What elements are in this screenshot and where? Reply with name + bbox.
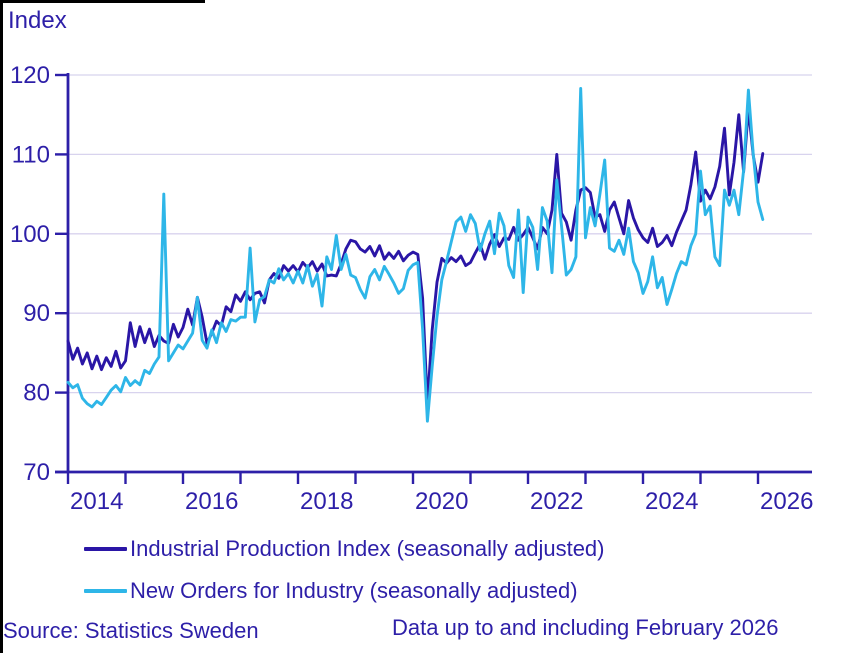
ipi-line <box>66 106 765 406</box>
x-tick-label: 2014 <box>70 488 123 515</box>
x-tick-label: 2024 <box>645 488 698 515</box>
y-tick-label: 100 <box>10 221 50 248</box>
y-tick-label: 120 <box>10 62 50 89</box>
top-border <box>0 0 205 3</box>
data-coverage-caption: Data up to and including February 2026 <box>392 615 779 640</box>
y-tick-label: 90 <box>23 300 50 327</box>
orders-legend-label: New Orders for Industry (seasonally adju… <box>130 578 578 603</box>
source-caption: Source: Statistics Sweden <box>3 618 259 643</box>
ipi-line-swatch <box>84 547 127 551</box>
legend-item-ipi: Industrial Production Index (seasonally … <box>84 534 605 564</box>
x-tick-label: 2022 <box>530 488 583 515</box>
orders-line-swatch <box>84 589 127 593</box>
y-axis-title: Index <box>8 7 67 34</box>
orders-line <box>66 87 765 423</box>
legend-item-orders: New Orders for Industry (seasonally adju… <box>84 576 605 606</box>
legend: Industrial Production Index (seasonally … <box>84 534 605 618</box>
x-tick-label: 2016 <box>185 488 238 515</box>
x-tick-label: 2020 <box>415 488 468 515</box>
y-tick-label: 80 <box>23 380 50 407</box>
ipi-legend-label: Industrial Production Index (seasonally … <box>130 536 605 561</box>
left-border <box>0 0 3 653</box>
x-tick-label: 2026 <box>760 488 813 515</box>
y-tick-label: 110 <box>12 141 50 168</box>
x-tick-label: 2018 <box>300 488 353 515</box>
y-tick-label: 70 <box>23 459 50 486</box>
